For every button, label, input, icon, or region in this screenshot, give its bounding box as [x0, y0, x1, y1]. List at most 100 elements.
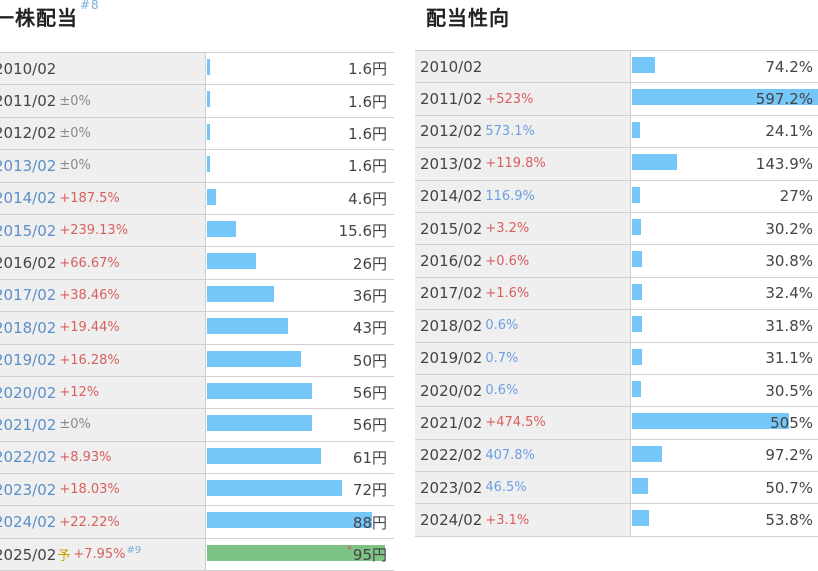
- year-label-cell: 2021/02 ±0%: [0, 409, 206, 441]
- year-label-cell: 2024/02 +22.22%: [0, 506, 206, 538]
- payout-ratio-title: 配当性向: [426, 2, 510, 31]
- year-label-cell: 2020/02 +12%: [0, 376, 206, 409]
- value-amount: 30.2%: [765, 219, 813, 238]
- year-label-cell: 2012/02 573.1%: [415, 115, 631, 148]
- fiscal-year: 2018/02: [0, 318, 57, 337]
- value-bar: [207, 512, 372, 529]
- dividend-title-note[interactable]: #8: [80, 0, 100, 12]
- change-rate: 573.1%: [485, 123, 535, 139]
- value-bar: [632, 57, 655, 73]
- value-amount: 30.8%: [765, 252, 813, 271]
- value-amount: 97.2%: [765, 446, 813, 465]
- value-amount: 50円: [352, 351, 387, 370]
- change-rate: 0.6%: [485, 383, 519, 399]
- fiscal-year: 2015/02: [0, 221, 57, 240]
- fiscal-year: 2024/02: [0, 513, 57, 532]
- year-label-cell: 2015/02 +3.2%: [415, 212, 631, 245]
- table-row: 2015/02 +3.2% 30.2%: [415, 212, 818, 246]
- value-amount: 1.6円: [348, 124, 387, 143]
- value-bar: [207, 156, 210, 173]
- change-rate: +239.13%: [59, 223, 129, 239]
- value-amount: 88円: [352, 513, 387, 532]
- value-bar: [207, 91, 210, 108]
- change-rate: +8.93%: [59, 449, 112, 465]
- fiscal-year: 2013/02: [0, 156, 57, 175]
- table-row: 2016/02 +0.6% 30.8%: [415, 245, 818, 278]
- change-rate: +66.67%: [59, 255, 120, 271]
- value-amount: 56円: [352, 384, 387, 403]
- table-row: 2010/02 1.6円: [0, 53, 394, 86]
- value-amount: 72円: [352, 481, 387, 500]
- year-label-cell: 2019/02 +16.28%: [0, 344, 206, 376]
- value-text: 597.2%: [632, 83, 813, 114]
- value-amount: 24.1%: [765, 122, 813, 141]
- value-amount: 56円: [352, 416, 387, 435]
- fiscal-year: 2013/02: [420, 154, 483, 173]
- estimate-mark: *: [347, 544, 352, 555]
- table-row: 2018/02 +19.44% 43円: [0, 312, 394, 345]
- value-text: 1.6円: [207, 85, 387, 116]
- value-text: 30.5%: [632, 375, 813, 406]
- fiscal-year: 2017/02: [0, 286, 57, 305]
- value-amount: 61円: [352, 448, 387, 467]
- fiscal-year: 2015/02: [420, 219, 483, 238]
- table-row: 2011/02 ±0% 1.6円: [0, 85, 394, 118]
- value-text: 72円: [207, 474, 387, 505]
- fiscal-year: 2014/02: [420, 187, 483, 206]
- value-text: 15.6円: [207, 215, 387, 246]
- value-text: 30.8%: [632, 245, 813, 276]
- value-text: 50円: [207, 345, 387, 376]
- table-row: 2016/02 +66.67% 26円: [0, 247, 394, 280]
- value-amount: 50.7%: [765, 478, 813, 497]
- change-rate: +0.6%: [485, 253, 530, 269]
- value-amount: 597.2%: [755, 90, 813, 109]
- change-rate: +3.1%: [485, 512, 530, 528]
- value-bar: [207, 318, 288, 335]
- fiscal-year: 2020/02: [0, 383, 57, 402]
- change-rate: 46.5%: [485, 480, 527, 496]
- table-row: 2013/02 +119.8% 143.9%: [415, 148, 818, 181]
- table-row: 2012/02 ±0% 1.6円: [0, 117, 394, 151]
- change-rate: 0.6%: [485, 318, 519, 334]
- fiscal-year: 2023/02: [420, 478, 483, 497]
- value-text: 505%: [632, 407, 813, 438]
- table-row: 2024/02 +22.22% 88円: [0, 506, 394, 539]
- fiscal-year: 2010/02: [0, 59, 57, 78]
- value-amount: 1.6円: [348, 157, 387, 176]
- table-row: 2012/02 573.1% 24.1%: [415, 115, 818, 149]
- value-text: 31.1%: [632, 343, 813, 374]
- change-rate: +187.5%: [59, 190, 120, 206]
- value-amount: 74.2%: [765, 57, 813, 76]
- year-label-cell: 2022/02 +8.93%: [0, 441, 206, 474]
- change-rate: +523%: [485, 91, 534, 107]
- value-bar: [632, 89, 818, 106]
- fiscal-year: 2022/02: [420, 446, 483, 465]
- table-row: 2022/02 +8.93% 61円: [0, 441, 394, 475]
- value-bar: [632, 218, 641, 235]
- fiscal-year: 2010/02: [420, 57, 483, 76]
- table-row: 2021/02 ±0% 56円: [0, 409, 394, 442]
- footnote-link[interactable]: #9: [126, 545, 142, 557]
- year-label-cell: 2011/02 ±0%: [0, 85, 206, 117]
- fiscal-year: 2016/02: [0, 254, 57, 273]
- value-amount: 15.6円: [338, 222, 387, 241]
- value-text: 97.2%: [632, 440, 813, 471]
- year-label-cell: 2023/02 46.5%: [415, 472, 631, 504]
- change-rate: +3.2%: [485, 221, 530, 237]
- table-row: 2020/02 0.6% 30.5%: [415, 374, 818, 408]
- year-label-cell: 2019/02 0.7%: [415, 342, 631, 374]
- value-amount: 43円: [352, 319, 387, 338]
- value-bar: [632, 186, 640, 203]
- table-row: 2014/02 +187.5% 4.6円: [0, 182, 394, 215]
- table-row: 2014/02 116.9% 27%: [415, 180, 818, 213]
- change-rate: ±0%: [59, 125, 91, 141]
- fiscal-year: 2014/02: [0, 189, 57, 208]
- fiscal-year: 2019/02: [420, 349, 483, 368]
- value-bar: [632, 251, 642, 268]
- fiscal-year: 2022/02: [0, 448, 57, 467]
- value-text: 26円: [207, 247, 387, 278]
- table-row: 2024/02 +3.1% 53.8%: [415, 504, 818, 537]
- value-amount: 30.5%: [765, 381, 813, 400]
- fiscal-year: 2023/02: [0, 480, 57, 499]
- fiscal-year: 2020/02: [420, 381, 483, 400]
